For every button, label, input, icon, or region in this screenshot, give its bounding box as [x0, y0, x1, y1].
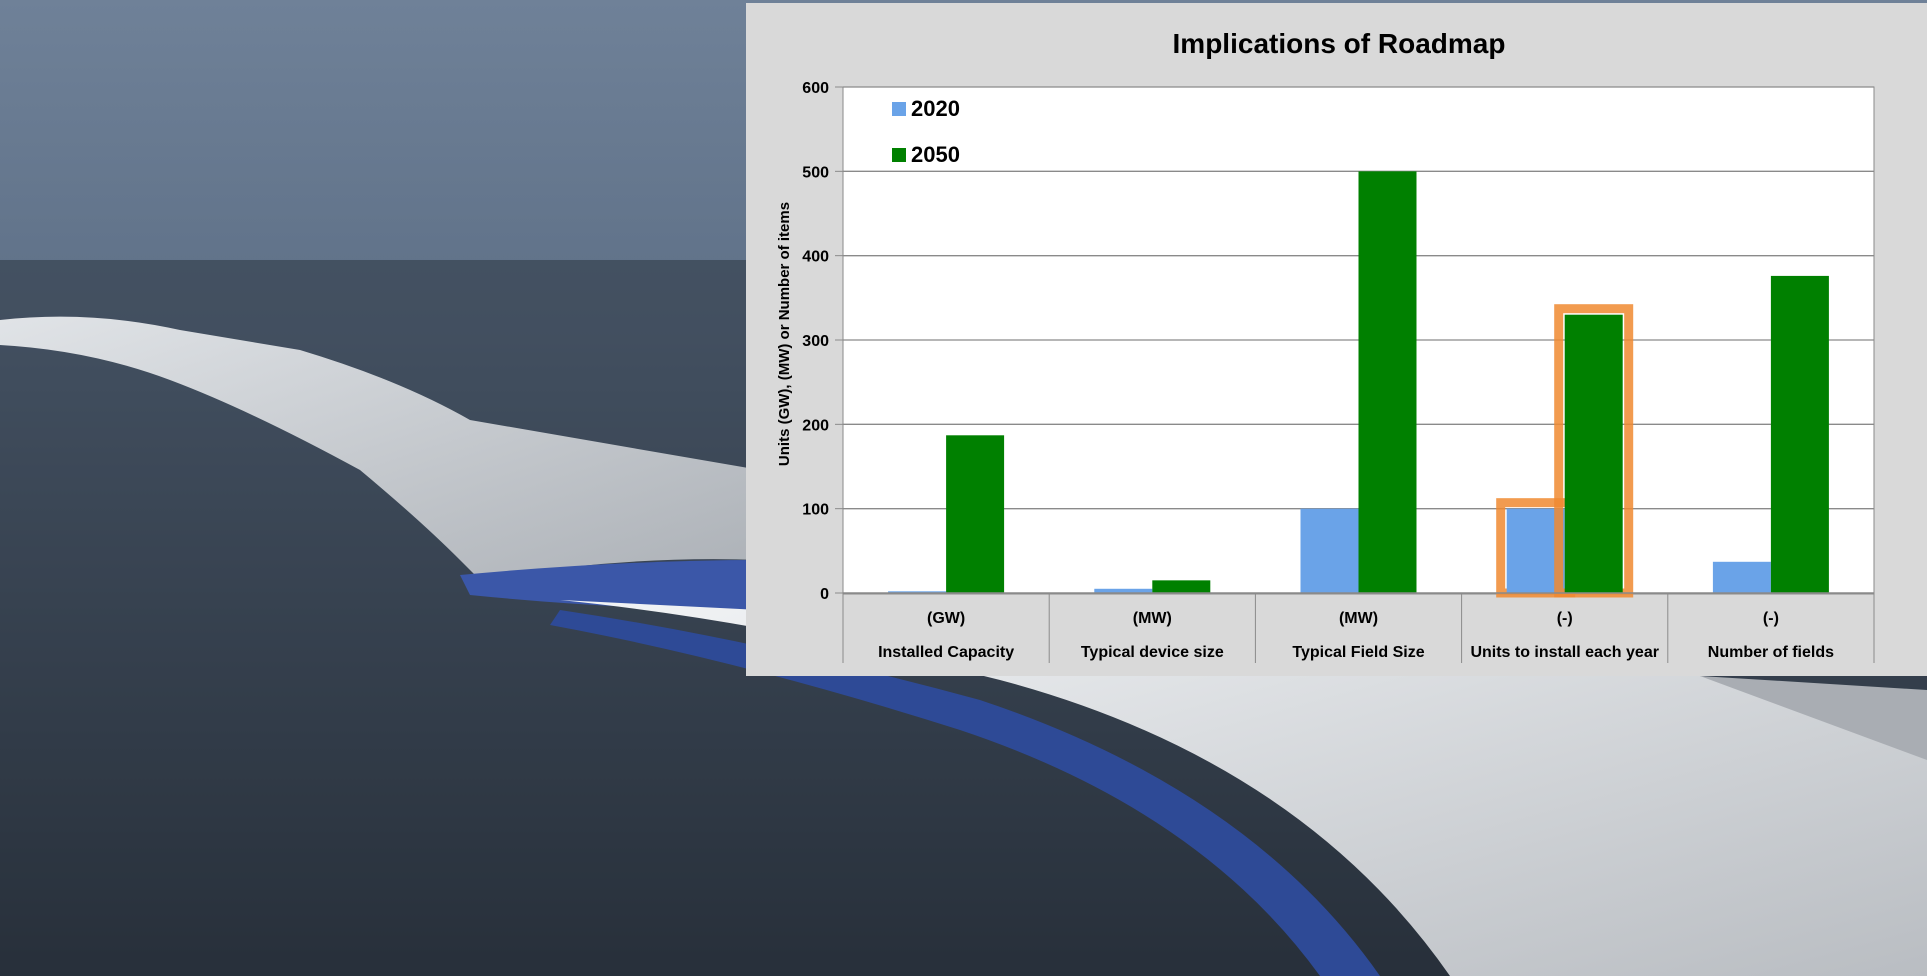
- bar-2050-4: [1770, 275, 1829, 593]
- category-unit-label: (-): [1763, 610, 1779, 627]
- bar-2050-0: [946, 435, 1005, 593]
- bar-2020-4: [1712, 561, 1771, 593]
- y-tick-label: 500: [802, 164, 829, 181]
- y-tick-label: 0: [820, 586, 829, 603]
- y-tick-label: 400: [802, 249, 829, 266]
- y-tick-label: 100: [802, 502, 829, 519]
- bar-2020-2: [1300, 508, 1359, 593]
- y-tick-label: 600: [802, 80, 829, 97]
- category-unit-label: (GW): [927, 610, 965, 627]
- chart-panel: Implications of Roadmap Units (GW), (MW)…: [746, 3, 1927, 676]
- y-axis-label: Units (GW), (MW) or Number of items: [776, 202, 793, 466]
- y-tick-label: 200: [802, 417, 829, 434]
- category-label: Installed Capacity: [878, 644, 1014, 661]
- bar-2020-0: [888, 591, 947, 593]
- chart-title: Implications of Roadmap: [1173, 28, 1506, 59]
- bar-2050-1: [1152, 580, 1211, 593]
- legend-label-2050: 2050: [911, 142, 960, 167]
- bar-2020-1: [1094, 588, 1153, 593]
- bar-2050-3: [1564, 314, 1623, 593]
- category-unit-label: (MW): [1339, 610, 1378, 627]
- category-label: Number of fields: [1708, 644, 1834, 661]
- bar-chart: Implications of Roadmap Units (GW), (MW)…: [776, 28, 1875, 663]
- category-label: Typical device size: [1081, 644, 1224, 661]
- y-tick-label: 300: [802, 333, 829, 350]
- legend-swatch-2020: [892, 102, 906, 116]
- category-unit-label: (MW): [1133, 610, 1172, 627]
- category-label: Units to install each year: [1470, 644, 1659, 661]
- legend-label-2020: 2020: [911, 96, 960, 121]
- legend-swatch-2050: [892, 148, 906, 162]
- category-label: Typical Field Size: [1292, 644, 1424, 661]
- category-unit-label: (-): [1557, 610, 1573, 627]
- bar-2050-2: [1358, 171, 1417, 594]
